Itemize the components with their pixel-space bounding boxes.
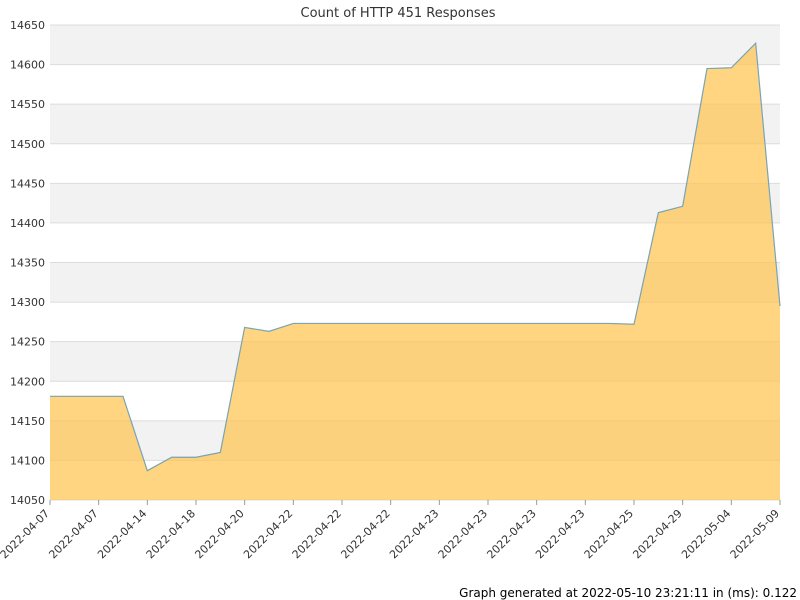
x-tick-label: 2022-05-09 (728, 507, 782, 561)
grid-band (50, 104, 780, 144)
x-tick-label: 2022-04-23 (484, 507, 538, 561)
x-tick-label: 2022-04-14 (95, 507, 149, 561)
y-tick-label: 14100 (10, 454, 45, 467)
x-tick-label: 2022-05-04 (679, 507, 733, 561)
chart-title: Count of HTTP 451 Responses (301, 6, 496, 21)
y-tick-label: 14400 (10, 217, 45, 230)
y-tick-label: 14650 (10, 19, 45, 32)
y-tick-label: 14300 (10, 296, 45, 309)
series-line (50, 41, 781, 472)
footer-text: Graph generated at 2022-05-10 23:21:11 i… (459, 586, 797, 600)
x-tick-label: 2022-04-23 (533, 507, 587, 561)
x-tick-label: 2022-04-25 (582, 507, 636, 561)
y-tick-label: 14500 (10, 138, 45, 151)
series-area (50, 43, 780, 501)
x-tick-label: 2022-04-18 (144, 507, 198, 561)
x-tick-label: 2022-04-22 (338, 507, 392, 561)
y-tick-label: 14150 (10, 415, 45, 428)
y-tick-label: 14550 (10, 98, 45, 111)
x-tick-label: 2022-04-07 (46, 507, 100, 561)
y-tick-label: 14600 (10, 59, 45, 72)
grid-band (50, 25, 780, 65)
x-tick-label: 2022-04-20 (192, 507, 246, 561)
y-tick-label: 14350 (10, 257, 45, 270)
x-tick-label: 2022-04-29 (630, 507, 684, 561)
x-tick-label: 2022-04-22 (241, 507, 295, 561)
plot-area (50, 41, 781, 501)
x-tick-label: 2022-04-07 (0, 507, 52, 561)
y-tick-label: 14250 (10, 336, 45, 349)
x-tick-label: 2022-04-23 (436, 507, 490, 561)
y-tick-label: 14050 (10, 494, 45, 507)
y-tick-label: 14200 (10, 375, 45, 388)
y-tick-label: 14450 (10, 177, 45, 190)
y-axis: 14050 14100 14150 14200 14250 14300 14350 14400… (10, 19, 45, 507)
x-tick-label: 2022-04-23 (387, 507, 441, 561)
x-tick-label: 2022-04-22 (290, 507, 344, 561)
x-axis: 2022-04-072022-04-072022-04-142022-04-18… (0, 500, 782, 561)
